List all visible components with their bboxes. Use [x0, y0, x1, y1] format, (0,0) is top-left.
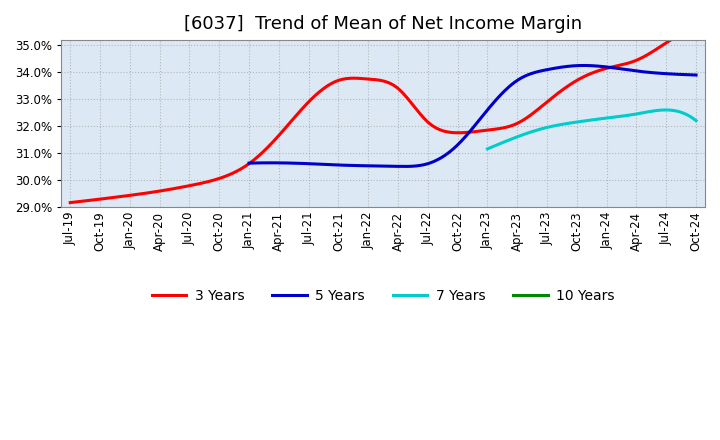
Legend: 3 Years, 5 Years, 7 Years, 10 Years: 3 Years, 5 Years, 7 Years, 10 Years — [146, 283, 620, 308]
Title: [6037]  Trend of Mean of Net Income Margin: [6037] Trend of Mean of Net Income Margi… — [184, 15, 582, 33]
